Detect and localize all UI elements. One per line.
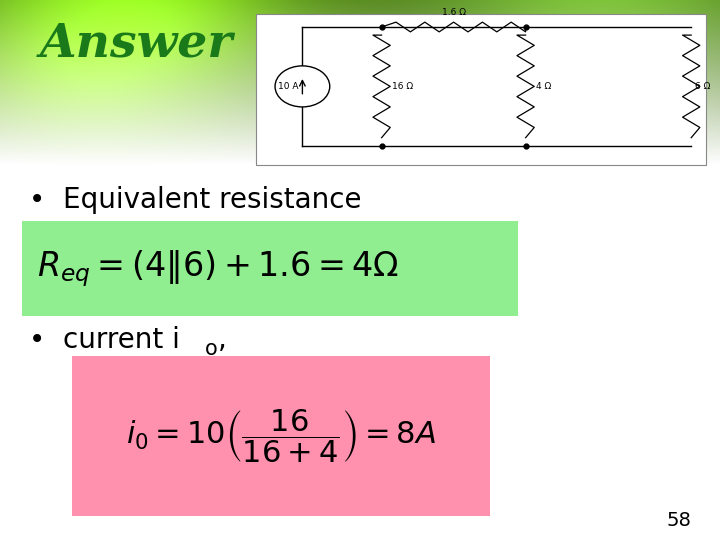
Text: $R_{eq} = (4\|6) + 1.6 = 4\Omega$: $R_{eq} = (4\|6) + 1.6 = 4\Omega$ bbox=[37, 248, 400, 289]
Text: 58: 58 bbox=[666, 511, 691, 530]
Text: Answer: Answer bbox=[40, 21, 233, 67]
Text: 4 Ω: 4 Ω bbox=[536, 82, 552, 91]
Text: 16 Ω: 16 Ω bbox=[392, 82, 413, 91]
Text: 10 A: 10 A bbox=[279, 82, 299, 91]
Text: 6 Ω: 6 Ω bbox=[695, 82, 710, 91]
Text: $i_0 = 10\left(\dfrac{16}{16+4}\right) = 8A$: $i_0 = 10\left(\dfrac{16}{16+4}\right) =… bbox=[126, 407, 436, 465]
Text: •  Equivalent resistance: • Equivalent resistance bbox=[29, 186, 361, 214]
Circle shape bbox=[275, 66, 330, 107]
FancyBboxPatch shape bbox=[22, 221, 518, 316]
Text: •  current i: • current i bbox=[29, 326, 180, 354]
FancyBboxPatch shape bbox=[72, 356, 490, 516]
FancyBboxPatch shape bbox=[256, 14, 706, 165]
Text: 1.6 Ω: 1.6 Ω bbox=[441, 8, 466, 17]
Text: o: o bbox=[205, 339, 218, 359]
Text: ,: , bbox=[218, 326, 227, 354]
